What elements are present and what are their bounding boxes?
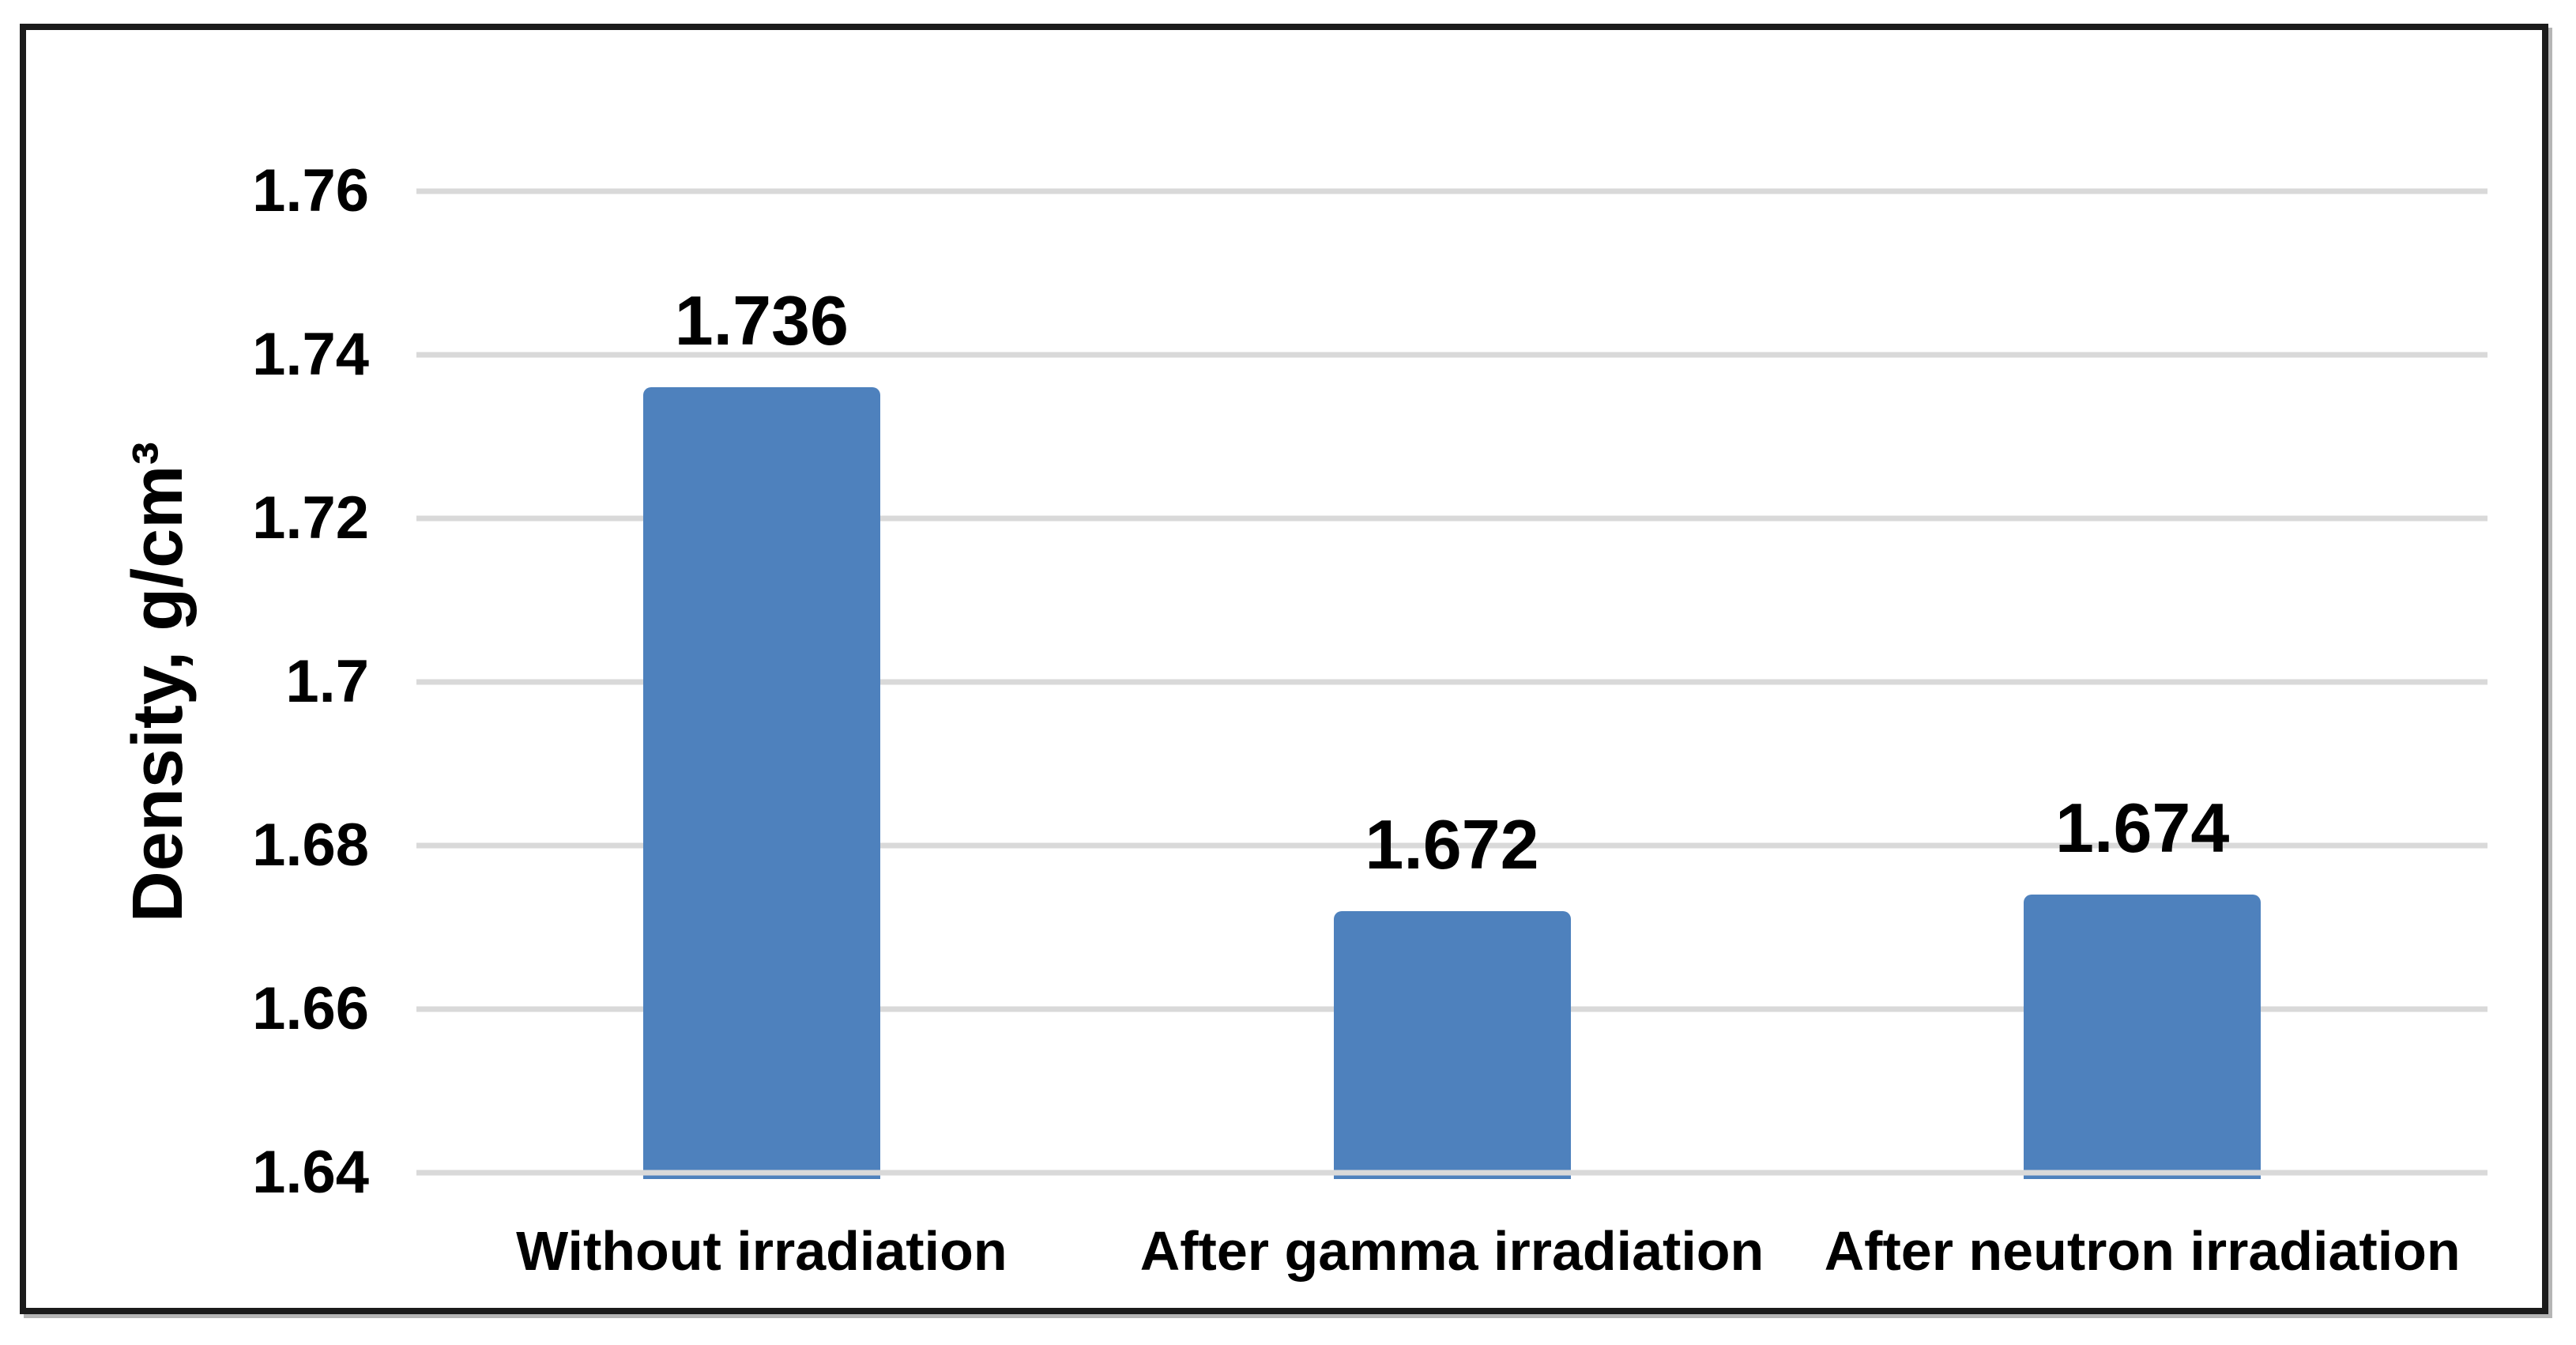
x-category-label: After gamma irradiation — [1139, 1220, 1764, 1282]
bar-value-label: 1.672 — [1365, 805, 1539, 883]
bar-value-label: 1.674 — [2055, 789, 2230, 867]
gridline — [416, 842, 2487, 849]
y-tick-label: 1.7 — [285, 648, 369, 715]
gridline — [416, 188, 2487, 194]
y-tick-label: 1.74 — [252, 321, 369, 388]
y-tick-label: 1.72 — [252, 484, 369, 552]
y-tick-label: 1.68 — [252, 812, 369, 879]
bar-without-irradiation — [642, 387, 880, 1179]
gridline — [416, 352, 2487, 358]
x-category-label: Without irradiation — [516, 1220, 1007, 1282]
plot-area: 1.736 1.672 1.674 — [416, 188, 2487, 1179]
y-tick-label: 1.64 — [252, 1139, 369, 1206]
bar-after-gamma-irradiation — [1333, 911, 1571, 1179]
bar-value-label: 1.736 — [674, 281, 849, 360]
y-tick-label: 1.76 — [252, 157, 369, 224]
bar-after-neutron-irradiation — [2024, 895, 2262, 1179]
gridline — [416, 679, 2487, 685]
x-axis-baseline — [416, 1170, 2487, 1176]
y-tick-label: 1.66 — [252, 975, 369, 1042]
gridline — [416, 515, 2487, 522]
x-category-label: After neutron irradiation — [1824, 1220, 2461, 1282]
